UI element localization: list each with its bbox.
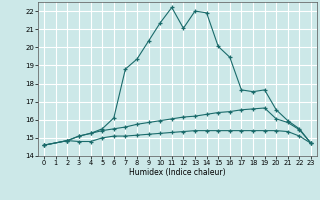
X-axis label: Humidex (Indice chaleur): Humidex (Indice chaleur) xyxy=(129,168,226,177)
